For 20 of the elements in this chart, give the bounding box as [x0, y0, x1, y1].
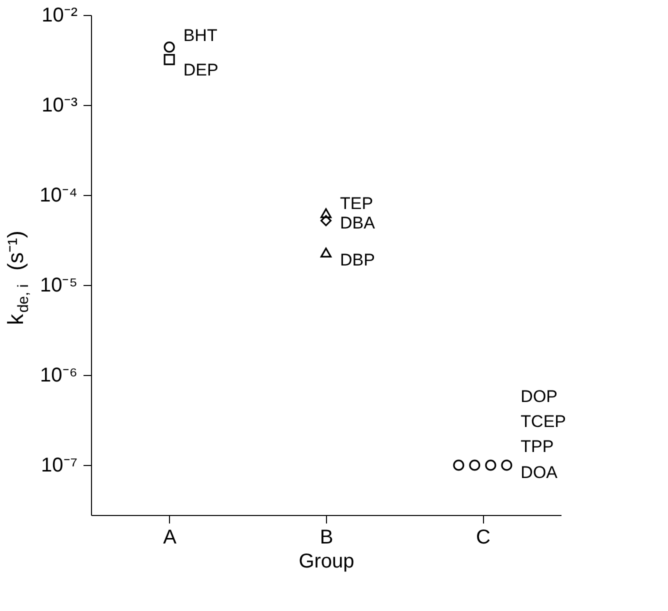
series-label: TEP	[340, 194, 374, 214]
series-label: DBA	[340, 214, 376, 233]
x-tick-label: A	[163, 526, 178, 548]
y-tick-label: 10⁻³	[42, 94, 78, 117]
x-axis-title: Group	[298, 550, 354, 572]
y-tick-label: 10⁻⁴	[40, 184, 78, 207]
y-tick-label: 10⁻⁷	[41, 454, 78, 477]
series-label: TPP	[520, 437, 554, 456]
text: TCEP	[520, 412, 566, 432]
x-tick-label: C	[476, 526, 490, 548]
x-tick-label: B	[320, 526, 334, 548]
series-label: DEP	[183, 60, 218, 80]
y-axis-title: kde, i (s⁻¹)	[3, 230, 32, 325]
y-tick-label: 10⁻⁶	[40, 364, 78, 387]
y-tick-label: 10⁻²	[42, 4, 78, 26]
y-tick-label: 10⁻⁵	[40, 274, 78, 297]
series-label: DBP	[340, 250, 375, 270]
text: DOP	[520, 387, 558, 406]
text: DOA	[520, 463, 558, 482]
series-label: BHT	[183, 26, 218, 46]
